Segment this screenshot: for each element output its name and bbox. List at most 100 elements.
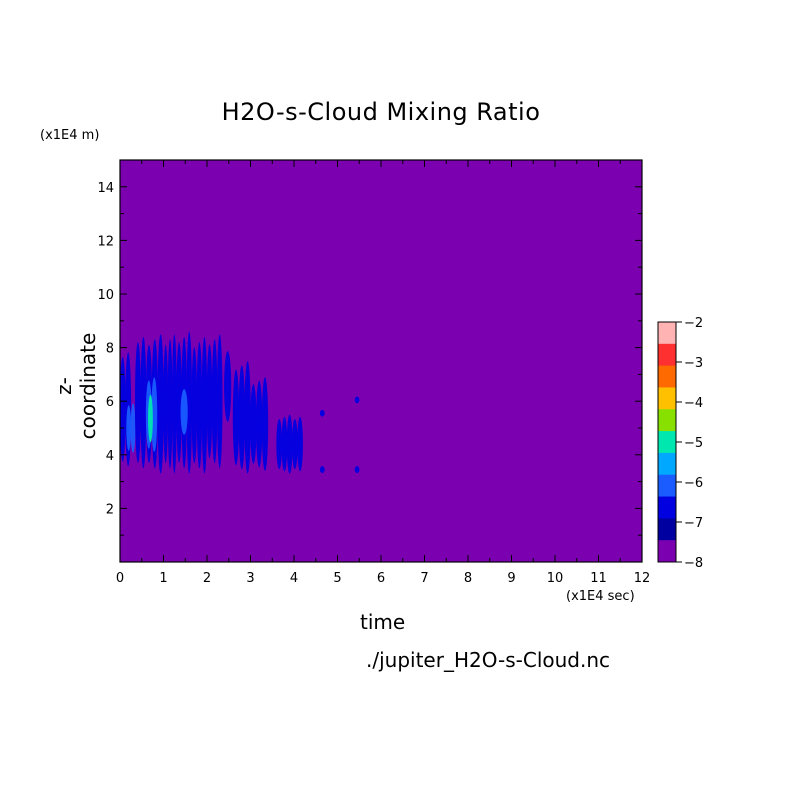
x-tick-label: 6 — [377, 571, 385, 586]
cloud-feature — [224, 351, 232, 422]
source-filename: ./jupiter_H2O-s-Cloud.nc — [366, 648, 611, 672]
y-tick-label: 10 — [97, 288, 114, 303]
plot-frame — [119, 159, 643, 563]
cloud-streak — [151, 339, 158, 469]
cloud-feature — [191, 336, 208, 474]
colorbar-band — [658, 518, 676, 541]
cloud-streak — [291, 419, 298, 470]
cloud-feature — [180, 389, 188, 435]
cloud-streak — [148, 394, 153, 443]
cloud-streak — [216, 334, 223, 469]
cloud-streak — [206, 344, 213, 459]
cloud-streak — [224, 351, 232, 422]
x-tick-label: 11 — [590, 571, 607, 586]
cloud-streak — [140, 336, 147, 469]
x-tick-label: 3 — [246, 571, 254, 586]
colorbar-label: −8 — [684, 556, 703, 571]
x-tick-label: 7 — [420, 571, 428, 586]
y-tick-label: 2 — [106, 502, 114, 517]
cloud-feature — [232, 361, 251, 474]
cloud-feature — [276, 414, 303, 474]
x-tick-label: 8 — [464, 571, 472, 586]
cloud-feature — [119, 352, 132, 467]
x-tick-label: 5 — [333, 571, 341, 586]
cloud-feature — [176, 331, 193, 474]
cloud-streak — [171, 334, 177, 474]
cloud-streak — [261, 377, 269, 471]
colorbar-band — [658, 474, 676, 498]
y-tick-label: 4 — [106, 449, 114, 464]
cloud-feature — [319, 409, 325, 417]
x-tick-label: 0 — [116, 571, 124, 586]
colorbar-label: −5 — [684, 436, 703, 451]
cloud-streak — [196, 342, 203, 469]
cloud-feature — [206, 334, 223, 469]
x-tick-label: 9 — [507, 571, 515, 586]
cloud-streak — [281, 416, 288, 472]
cloud-feature — [145, 334, 164, 474]
colorbar-band — [658, 409, 676, 432]
x-tick-label: 1 — [159, 571, 167, 586]
cloud-streak — [145, 380, 152, 449]
x-axis-label: time — [360, 610, 406, 634]
cloud-feature — [354, 466, 360, 473]
cloud-streak — [244, 361, 251, 474]
cloud-streak — [297, 416, 303, 472]
colorbar-band — [658, 540, 676, 563]
colorbar-band — [658, 365, 676, 388]
cloud-feature — [126, 403, 136, 453]
colorbar-label: −2 — [684, 316, 703, 331]
cloud-streak — [119, 356, 126, 462]
cloud-feature — [354, 396, 360, 404]
cloud-streak — [191, 347, 198, 464]
cloud-streak — [232, 369, 240, 466]
cloud-streak — [354, 396, 360, 404]
cloud-streak — [250, 384, 257, 464]
cloud-streak — [211, 339, 218, 464]
cloud-streak — [130, 403, 136, 453]
cloud-streak — [176, 342, 182, 463]
cloud-feature — [145, 377, 158, 452]
cloud-feature — [250, 377, 269, 471]
cloud-feature — [148, 394, 153, 443]
colorbar-frame — [657, 321, 677, 563]
cloud-streak — [151, 377, 158, 452]
x-tick-label: 12 — [634, 571, 651, 586]
y-tick-label: 14 — [97, 181, 114, 196]
colorbar-label: −3 — [684, 356, 703, 371]
chart-title: H2O-s-Cloud Mixing Ratio — [221, 98, 541, 126]
cloud-streak — [125, 352, 132, 467]
cloud-feature — [163, 334, 177, 474]
cloud-streak — [134, 342, 141, 463]
cloud-streak — [126, 405, 132, 451]
x-tick-label: 2 — [203, 571, 211, 586]
colorbar-band — [658, 496, 676, 519]
y-axis-unit: (x1E4 m) — [40, 128, 100, 143]
cloud-feature — [134, 336, 147, 469]
cloud-streak — [167, 339, 173, 469]
colorbar-band — [658, 322, 676, 345]
y-tick-label: 12 — [97, 234, 114, 249]
x-axis-unit: (x1E4 sec) — [566, 589, 635, 604]
colorbar-band — [658, 431, 676, 454]
y-tick-label: 8 — [106, 342, 114, 357]
colorbar-band — [658, 387, 676, 410]
colorbar-label: −4 — [684, 396, 703, 411]
cloud-streak — [276, 419, 283, 470]
x-tick-label: 10 — [547, 571, 564, 586]
colorbar-band — [658, 343, 676, 367]
cloud-streak — [354, 466, 360, 473]
cloud-streak — [238, 365, 245, 470]
cloud-streak — [145, 344, 153, 464]
cloud-streak — [180, 389, 188, 435]
cloud-streak — [157, 334, 164, 474]
x-tick-label: 4 — [290, 571, 298, 586]
cloud-streak — [319, 409, 325, 417]
field-background — [120, 160, 642, 562]
colorbar-label: −7 — [684, 516, 703, 531]
y-axis-label: z-coordinate — [52, 332, 100, 440]
cloud-streak — [286, 414, 293, 474]
cloud-streak — [256, 380, 263, 468]
y-tick-label: 6 — [106, 395, 114, 410]
